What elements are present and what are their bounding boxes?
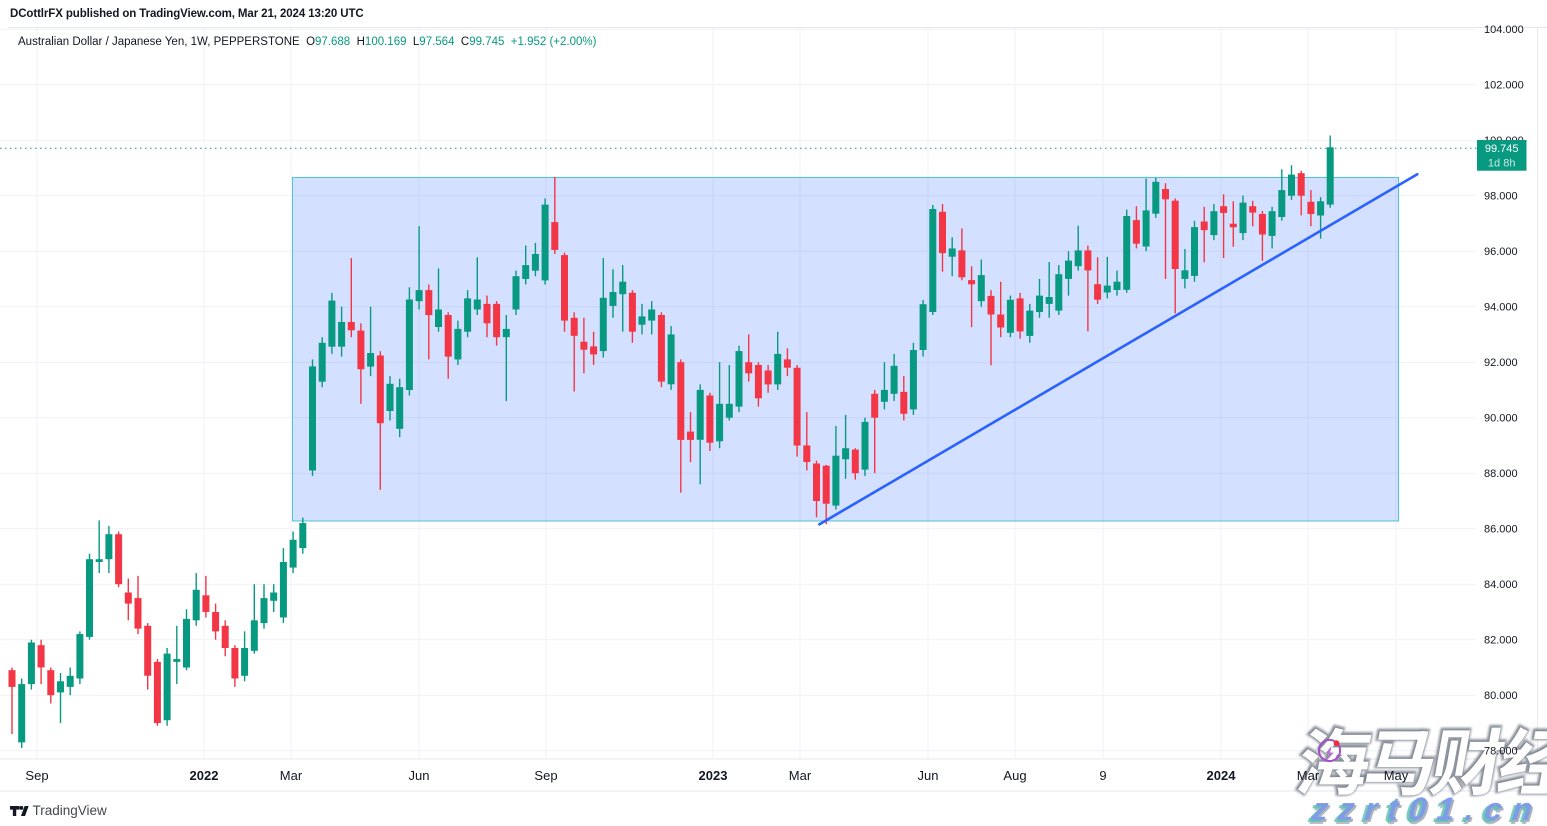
svg-text:99.745: 99.745: [1485, 143, 1519, 155]
svg-text:90.000: 90.000: [1484, 413, 1518, 425]
svg-text:Sep: Sep: [25, 768, 48, 783]
svg-text:80.000: 80.000: [1484, 690, 1518, 702]
svg-text:82.000: 82.000: [1484, 635, 1518, 647]
svg-text:zzrt01.cn: zzrt01.cn: [1309, 791, 1544, 826]
svg-text:2022: 2022: [190, 768, 219, 783]
svg-text:84.000: 84.000: [1484, 579, 1518, 591]
svg-text:1d 8h: 1d 8h: [1488, 157, 1516, 169]
svg-text:88.000: 88.000: [1484, 468, 1518, 480]
svg-text:104.000: 104.000: [1484, 24, 1524, 36]
svg-text:Mar: Mar: [1297, 768, 1320, 783]
svg-text:Sep: Sep: [534, 768, 557, 783]
svg-text:86.000: 86.000: [1484, 524, 1518, 536]
svg-text:Mar: Mar: [789, 768, 812, 783]
svg-text:Mar: Mar: [280, 768, 303, 783]
svg-text:92.000: 92.000: [1484, 357, 1518, 369]
svg-text:2023: 2023: [699, 768, 728, 783]
svg-text:Jun: Jun: [918, 768, 939, 783]
svg-text:9: 9: [1099, 768, 1106, 783]
svg-text:Jun: Jun: [409, 768, 430, 783]
svg-text:98.000: 98.000: [1484, 191, 1518, 203]
svg-text:Aug: Aug: [1003, 768, 1026, 783]
svg-text:2024: 2024: [1207, 768, 1237, 783]
svg-text:78.000: 78.000: [1484, 746, 1518, 758]
svg-text:May: May: [1384, 768, 1409, 783]
svg-text:94.000: 94.000: [1484, 302, 1518, 314]
svg-text:102.000: 102.000: [1484, 80, 1524, 92]
svg-text:96.000: 96.000: [1484, 246, 1518, 258]
